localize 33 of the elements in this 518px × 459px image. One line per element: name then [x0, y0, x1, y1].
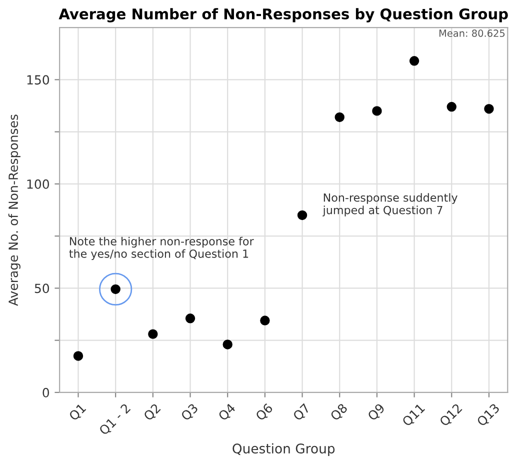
x-tick-label: Q9 — [367, 402, 386, 422]
annotation: Mean: 80.625 — [439, 30, 505, 37]
point — [446, 102, 456, 112]
x-tick-label: Q1 - 2 — [98, 403, 132, 437]
point — [409, 56, 420, 66]
x-tick-label: Q3 — [180, 403, 200, 422]
point — [372, 106, 382, 116]
y-tick-label: 100 — [27, 179, 50, 189]
x-tick-label: Q11 — [402, 403, 426, 428]
x-axis-title: Question Group — [232, 443, 335, 456]
point — [260, 316, 270, 326]
x-tick-label: Q8 — [330, 402, 349, 422]
point — [73, 351, 84, 361]
y-tick-label: 0 — [42, 388, 50, 398]
x-tick-label: Q1 — [68, 403, 88, 422]
x-tick-label: Q6 — [255, 402, 274, 422]
chart-title: Average Number of Non-Responses by Question Group — [58, 8, 508, 22]
y-tick-label: 150 — [27, 75, 50, 85]
x-tick-label: Q12 — [438, 403, 464, 428]
point — [484, 104, 494, 114]
x-tick-label: Q2 — [143, 403, 162, 422]
point — [222, 340, 232, 350]
annotation: Non-response suddently jumped at Question 7 — [322, 193, 458, 216]
annotation: Note the higher non-response for the yes/no section of Question 1 — [69, 236, 254, 260]
y-tick-label: 50 — [34, 284, 50, 294]
x-tick-label: Q13 — [476, 403, 501, 428]
y-axis-title: Average No. of Non-Responses — [8, 114, 20, 306]
x-tick-label: Q7 — [292, 403, 312, 422]
x-tick-label: Q4 — [218, 402, 237, 422]
point — [148, 329, 158, 339]
point — [185, 314, 196, 324]
point — [334, 112, 344, 122]
point — [297, 210, 308, 220]
